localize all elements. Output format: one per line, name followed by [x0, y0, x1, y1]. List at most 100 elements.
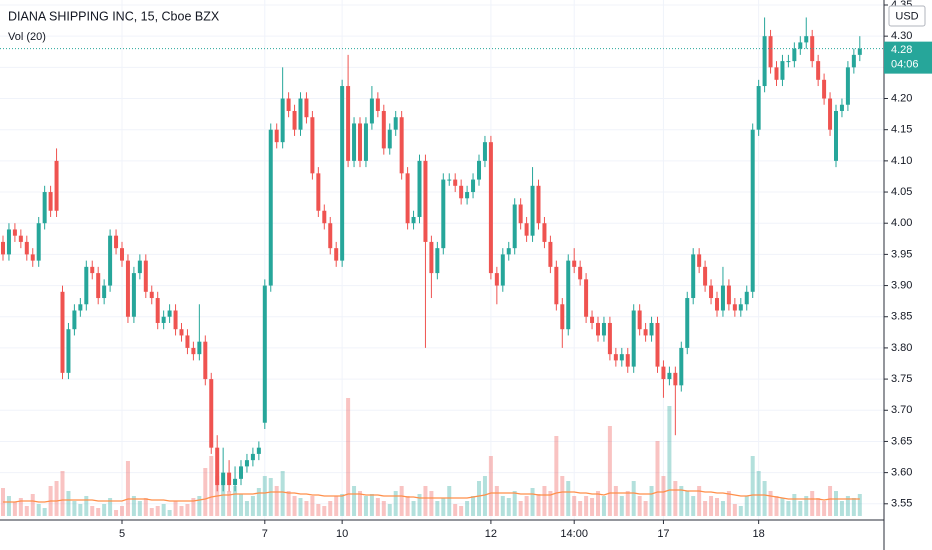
plot — [0, 17, 884, 516]
x-tick-label: 7 — [262, 528, 268, 540]
volume-bar — [845, 496, 850, 516]
candle-body — [607, 322, 612, 355]
y-tick-label: 3.85 — [891, 311, 912, 323]
candle-body — [381, 110, 386, 149]
candle-body — [161, 316, 166, 323]
y-tick-label: 4.10 — [891, 155, 912, 167]
volume-bar — [774, 496, 779, 516]
candle-body — [310, 117, 315, 174]
x-tick-label: 18 — [753, 528, 765, 540]
volume-bar — [120, 506, 124, 516]
candle-body — [756, 86, 761, 130]
y-tick-label: 4.20 — [891, 92, 912, 104]
candle-body — [655, 322, 660, 367]
candle-body — [679, 347, 684, 386]
candle-body — [845, 67, 850, 105]
candle-body — [405, 173, 410, 224]
volume-bar — [810, 491, 815, 516]
volume-bar — [155, 506, 160, 516]
candle-body — [18, 235, 23, 242]
volume-bar — [453, 504, 458, 516]
countdown: 04:06 — [891, 59, 919, 71]
candle-body — [54, 160, 59, 211]
volume-bar — [417, 494, 422, 516]
volume-ma-line — [3, 489, 860, 503]
candle-body — [441, 179, 446, 249]
candle-body — [673, 372, 678, 386]
candle-body — [601, 322, 606, 336]
candle-body — [661, 366, 666, 380]
volume-bar — [673, 481, 678, 516]
volume-bar — [607, 426, 612, 516]
volume-bar — [292, 496, 297, 516]
volume-bar — [679, 486, 684, 516]
volume-label: Vol (20) — [8, 31, 46, 43]
volume-bar — [703, 501, 708, 516]
candle-body — [828, 98, 833, 130]
volume-bar — [78, 504, 83, 516]
candle-body — [90, 266, 95, 274]
volume-bar — [114, 510, 119, 516]
volume-bar — [102, 504, 107, 516]
candle-body — [560, 304, 565, 330]
candle-body — [256, 447, 261, 454]
candle-body — [732, 304, 737, 311]
y-tick-label: 4.00 — [891, 217, 912, 229]
volume-bar — [286, 491, 291, 516]
volume-bar — [304, 501, 309, 516]
volume-bar — [375, 498, 380, 516]
volume-bar — [619, 496, 624, 516]
price-tag — [884, 41, 932, 74]
volume-bar — [250, 496, 255, 516]
candle-body — [143, 260, 148, 292]
candle-body — [810, 36, 815, 62]
candle-body — [494, 273, 499, 286]
volume-bar — [42, 508, 47, 516]
candle-body — [262, 285, 267, 423]
volume-bar — [685, 491, 690, 516]
volume-bar — [399, 486, 404, 516]
candle-body — [720, 285, 725, 311]
volume-bar — [756, 471, 761, 516]
volume-bar — [715, 498, 719, 516]
candle-body — [834, 110, 838, 161]
volume-bar — [84, 496, 89, 516]
candle-body — [816, 61, 821, 80]
volume-bar — [429, 491, 434, 516]
candle-body — [857, 48, 862, 55]
volume-bar — [72, 501, 77, 516]
candle-body — [48, 192, 53, 211]
volume-bar — [798, 501, 803, 516]
volume-bar — [482, 476, 487, 516]
volume-bar — [36, 504, 41, 516]
volume-bar — [590, 498, 595, 516]
candle-body — [584, 279, 589, 317]
x-tick-label: 10 — [336, 528, 348, 540]
volume-bar — [822, 501, 827, 516]
candle-body — [227, 472, 232, 486]
candle-body — [554, 266, 559, 305]
volume-bar — [363, 496, 368, 516]
candle-body — [155, 298, 160, 323]
volume-bar — [441, 498, 446, 516]
volume-bar — [262, 476, 267, 516]
volume-bar — [352, 486, 357, 516]
y-tick-label: 3.65 — [891, 435, 912, 447]
currency-box[interactable] — [888, 5, 926, 27]
volume-bar — [786, 501, 791, 516]
y-tick-label: 4.30 — [891, 30, 912, 42]
volume-bar — [108, 498, 113, 516]
volume-bar — [548, 491, 553, 516]
candle-body — [179, 329, 184, 336]
volume-bar — [709, 496, 714, 516]
candle-body — [6, 229, 11, 255]
volume-bar — [423, 486, 428, 516]
candle-body — [30, 254, 35, 261]
candle-body — [715, 298, 719, 311]
volume-bar — [197, 496, 202, 516]
candle-body — [536, 185, 541, 224]
volume-bar — [792, 494, 797, 516]
volume-bar — [816, 498, 821, 516]
volume-bar — [750, 456, 755, 516]
